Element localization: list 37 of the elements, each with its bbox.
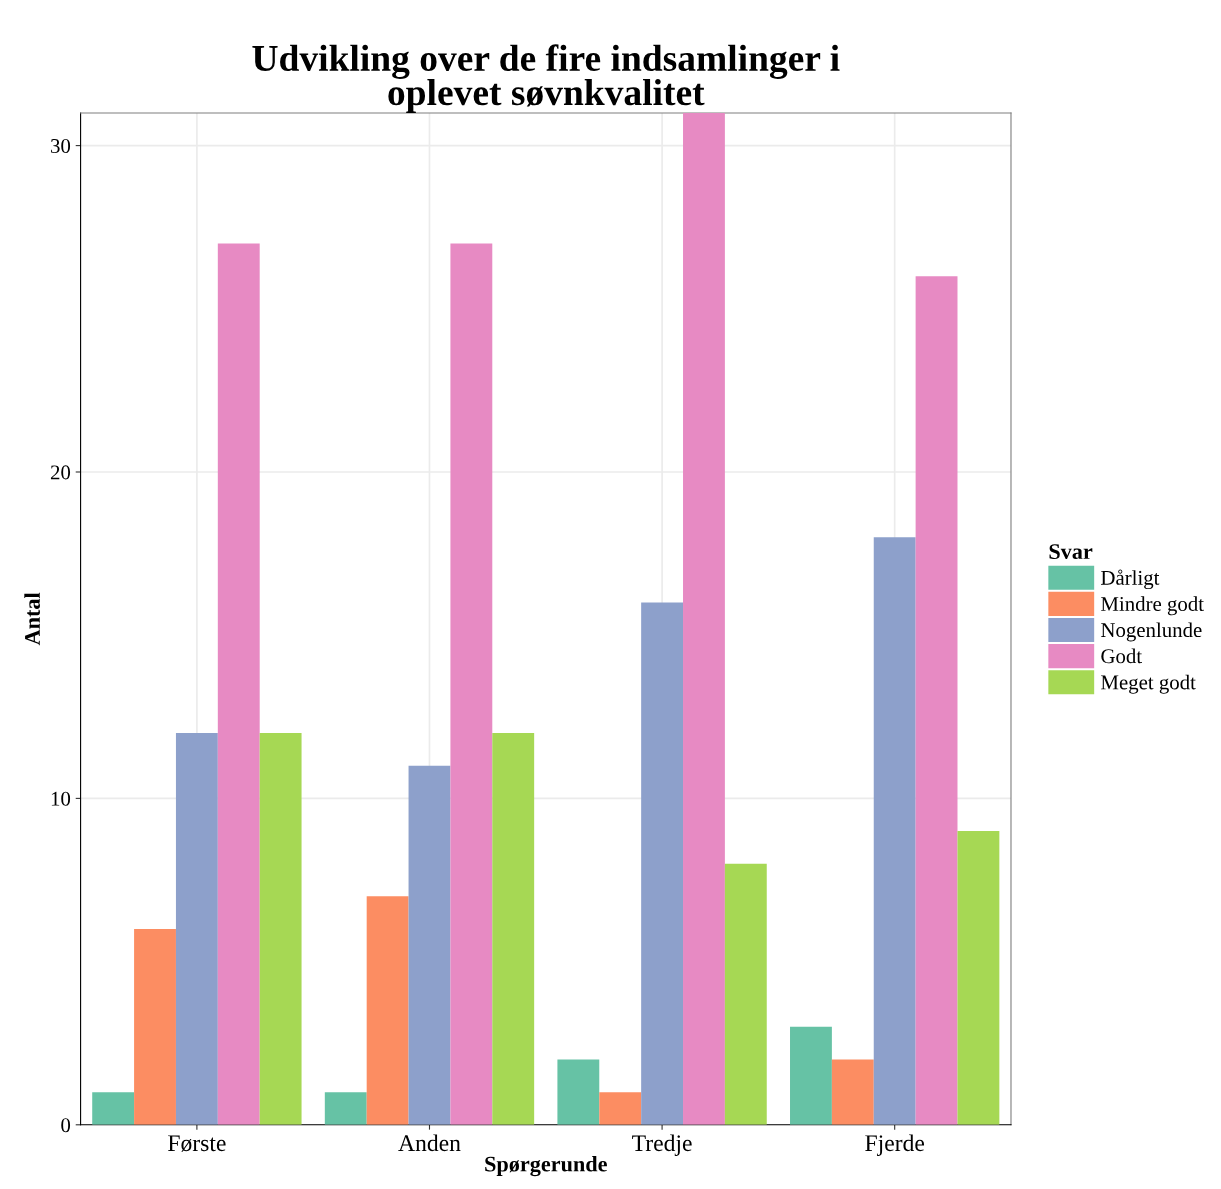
bar xyxy=(831,1059,874,1125)
y-tick-label: 30 xyxy=(51,138,71,154)
x-tick-label: Tredje xyxy=(632,1134,692,1156)
y-tick-label: 20 xyxy=(50,465,71,480)
x-axis-title: Spørgerunde xyxy=(485,1155,607,1177)
bar xyxy=(873,537,916,1125)
bar xyxy=(175,733,218,1125)
y-axis-title: Antal xyxy=(24,592,40,646)
bar xyxy=(324,1092,367,1125)
bar xyxy=(957,831,1000,1125)
chart-title: Udvikling over de fire indsamlinger i oplevet søvnkvalitet xyxy=(252,44,840,113)
x-tick-label: Fjerde xyxy=(865,1134,925,1156)
bar xyxy=(259,733,302,1125)
bar xyxy=(599,1092,642,1125)
legend-label: Dårligt xyxy=(1101,569,1160,590)
legend-title: Svar xyxy=(1049,544,1093,560)
legend-label: Mindre godt xyxy=(1101,596,1204,616)
bar xyxy=(790,1026,832,1125)
bar xyxy=(217,243,260,1125)
bar xyxy=(683,112,725,1125)
bar xyxy=(724,863,767,1125)
x-tick-label: Første xyxy=(168,1135,226,1152)
legend-label: Nogenlunde xyxy=(1101,622,1202,642)
bar xyxy=(92,1092,135,1125)
bar xyxy=(492,733,535,1125)
bar xyxy=(408,765,451,1125)
bar xyxy=(915,276,958,1125)
x-tick-label: Anden xyxy=(398,1134,461,1152)
legend-label: Godt xyxy=(1101,648,1142,664)
legend-label: Meget godt xyxy=(1101,674,1196,694)
y-tick-label: 10 xyxy=(51,791,71,806)
y-tick-label: 0 xyxy=(61,1118,71,1133)
bar xyxy=(134,928,176,1125)
bar xyxy=(366,896,409,1125)
bar xyxy=(557,1059,600,1125)
bar xyxy=(641,602,684,1125)
bar xyxy=(450,243,493,1125)
